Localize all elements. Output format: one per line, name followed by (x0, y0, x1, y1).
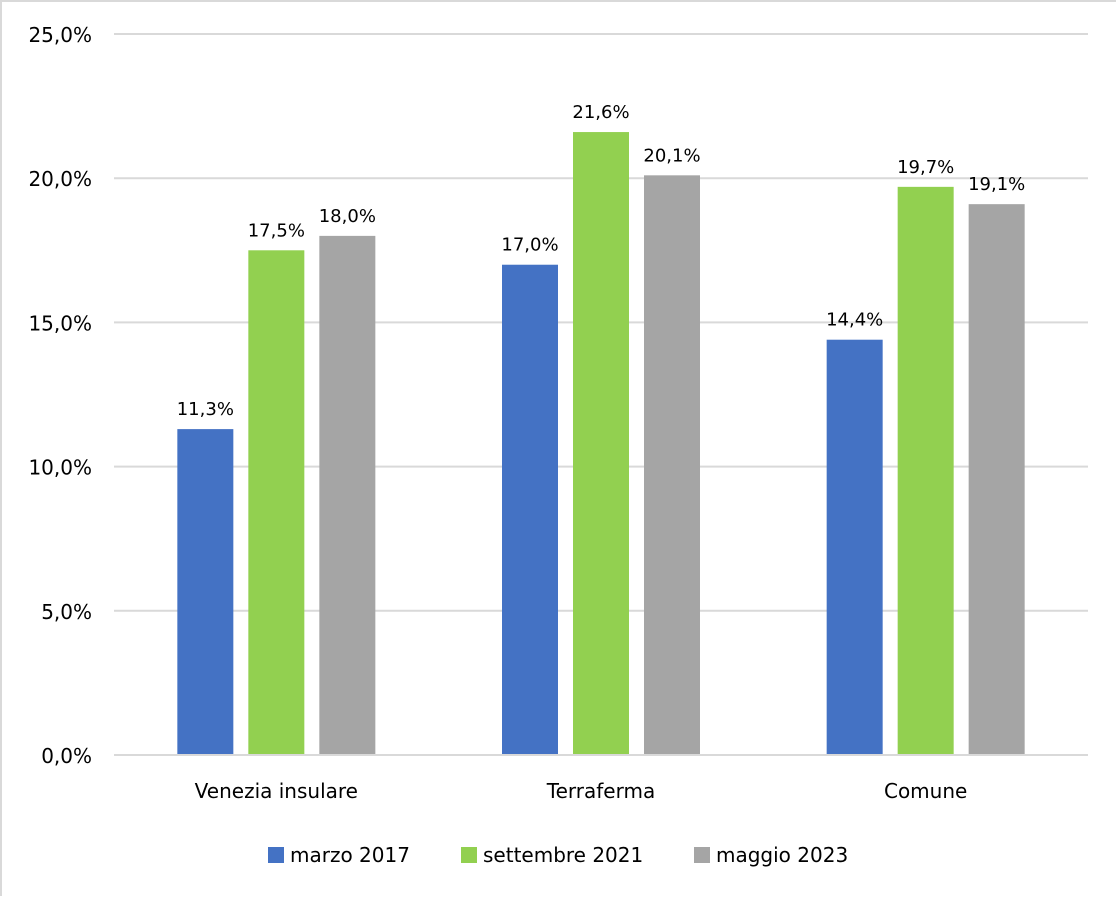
y-tick-label: 0,0% (41, 744, 92, 768)
x-tick-label: Terraferma (546, 779, 655, 803)
legend-label: settembre 2021 (483, 843, 643, 867)
legend-label: marzo 2017 (290, 843, 410, 867)
bar (897, 186, 954, 756)
y-tick-label: 15,0% (28, 311, 92, 335)
y-tick-label: 10,0% (28, 456, 92, 480)
legend-swatch (461, 847, 477, 863)
y-tick-label: 25,0% (28, 23, 92, 47)
data-label: 17,0% (501, 235, 558, 256)
data-label: 18,0% (319, 206, 376, 227)
data-label: 20,1% (643, 145, 700, 166)
bar (319, 235, 376, 755)
x-tick-label: Comune (884, 779, 967, 803)
legend-label: maggio 2023 (716, 843, 848, 867)
data-label: 17,5% (248, 220, 305, 241)
legend-swatch (694, 847, 710, 863)
bar (968, 204, 1025, 755)
data-label: 11,3% (177, 399, 234, 420)
data-label: 19,1% (968, 174, 1025, 195)
x-tick-label: Venezia insulare (195, 779, 358, 803)
data-label: 14,4% (826, 310, 883, 331)
legend-swatch (268, 847, 284, 863)
bar (826, 339, 883, 755)
data-label: 19,7% (897, 157, 954, 178)
data-label: 21,6% (572, 102, 629, 123)
bar (248, 250, 305, 756)
bar (502, 264, 558, 755)
bar (644, 175, 700, 756)
bar (177, 429, 234, 755)
bar (573, 132, 629, 755)
y-tick-label: 20,0% (28, 167, 92, 191)
y-tick-label: 5,0% (41, 600, 92, 624)
